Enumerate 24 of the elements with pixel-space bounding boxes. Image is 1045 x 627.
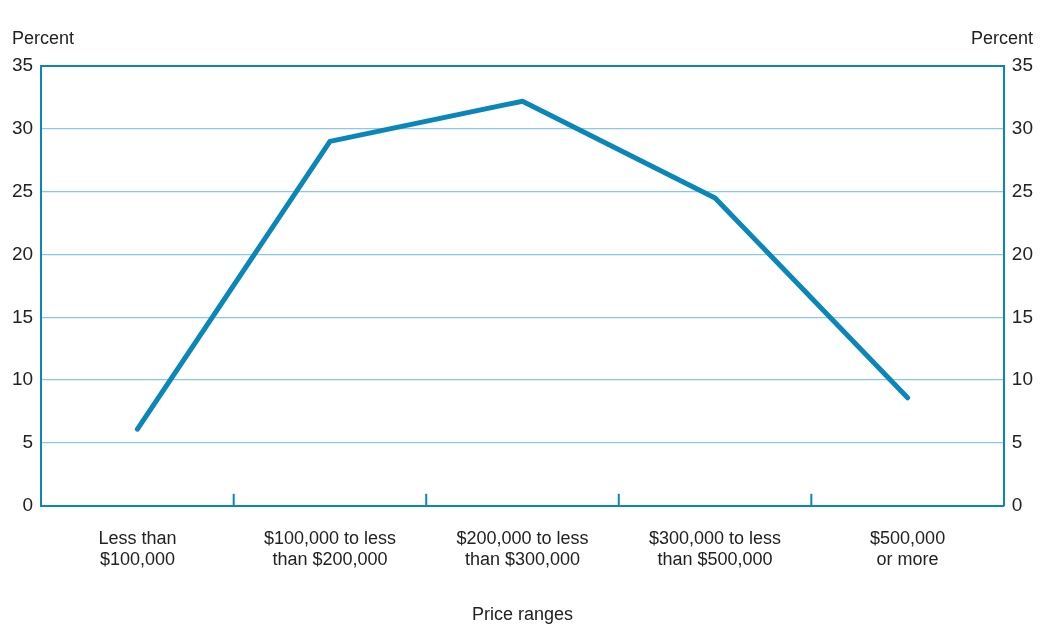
- y2-axis-title: Percent: [970, 27, 1033, 48]
- y2-tick-label: 25: [1011, 179, 1034, 201]
- x-axis-title: Price ranges: [471, 604, 574, 624]
- x-tick-label: Less than $100,000: [98, 527, 177, 570]
- x-tick-label: $200,000 to less than $300,000: [456, 527, 589, 570]
- y2-tick-label: 15: [1011, 305, 1034, 327]
- y2-tick-label: 0: [1011, 494, 1023, 516]
- y-tick-label: 5: [22, 431, 34, 453]
- y-axis-title: Percent: [12, 27, 75, 48]
- y-tick-label: 10: [11, 368, 34, 390]
- x-tick-label: $100,000 to less than $200,000: [263, 527, 397, 570]
- y-tick-label: 35: [11, 54, 34, 76]
- x-tick-label: $500,000 or more: [870, 527, 946, 570]
- y-tick-label: 20: [11, 242, 34, 264]
- y-tick-label: 25: [11, 179, 34, 201]
- y2-tick-label: 35: [1011, 54, 1034, 76]
- y2-tick-label: 10: [1011, 368, 1034, 390]
- y-tick-label: 15: [11, 305, 34, 327]
- y2-tick-label: 5: [1011, 431, 1023, 453]
- y-tick-label: 0: [22, 494, 34, 516]
- y-tick-label: 30: [11, 117, 34, 139]
- y2-tick-label: 20: [1011, 242, 1034, 264]
- x-tick-label: $300,000 to less than $500,000: [648, 527, 782, 570]
- y2-tick-label: 30: [1011, 117, 1034, 139]
